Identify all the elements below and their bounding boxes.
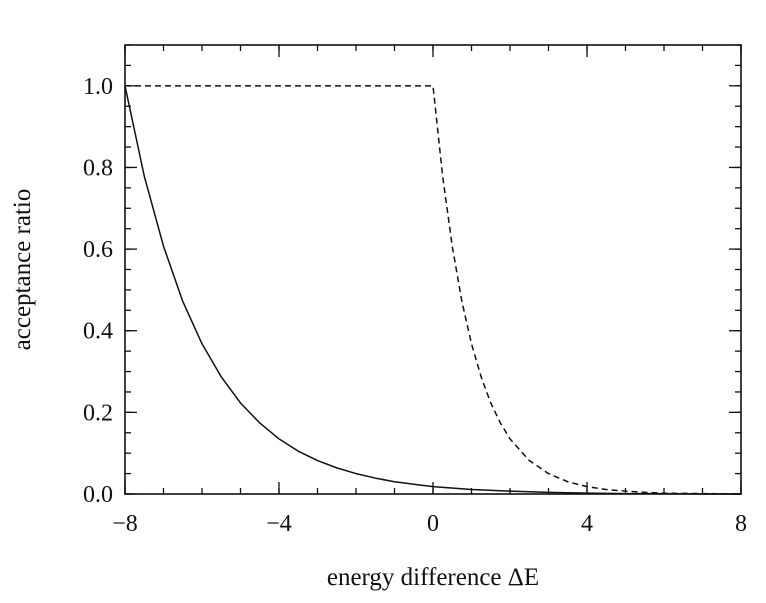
y-tick-label: 0.6 [83,237,113,263]
tick-labels: −8 −4 0 4 8 0.0 0.2 0.4 0.6 0.8 1.0 [83,74,747,537]
y-tick-label: 0.0 [83,482,113,508]
x-tick-label: 0 [427,511,439,537]
x-tick-label: −4 [266,511,292,537]
solid-series-line [124,85,741,495]
x-tick-label: 4 [581,511,593,537]
dashed-series-line [125,85,742,495]
y-tick-label: 0.2 [83,400,113,426]
y-axis-label: acceptance ratio [9,189,36,351]
y-tick-label: 0.8 [83,155,113,181]
x-tick-label: −8 [112,511,138,537]
series-layer [124,85,742,495]
y-tick-label: 0.4 [83,319,113,345]
major-ticks [124,45,742,495]
y-tick-label: 1.0 [83,74,113,100]
x-tick-label: 8 [735,511,747,537]
plot-frame [124,44,742,495]
minor-ticks [124,44,742,495]
x-axis-label: energy difference ΔE [327,564,539,591]
